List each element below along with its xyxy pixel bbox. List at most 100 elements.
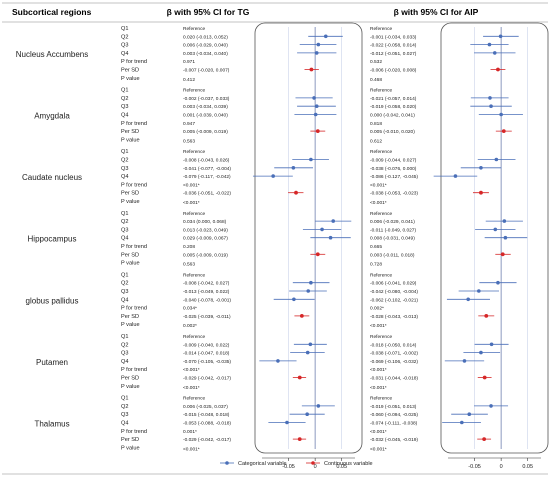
point-tg-1-q4 (313, 112, 318, 117)
value-text-tg-1-4: 0.947 (183, 121, 195, 127)
point-tg-2-sd (294, 190, 298, 195)
value-text-aip-6-5: -0.032 (-0.045, -0.019) (370, 437, 418, 443)
point-tg-1-q3 (314, 104, 319, 108)
value-text-aip-0-0: Reference (370, 26, 392, 32)
value-text-aip-2-5: -0.038 (-0.053, -0.023) (370, 191, 418, 197)
point-tg-6-q2 (316, 404, 321, 408)
point-tg-0-q3 (316, 42, 321, 47)
point-aip-0-q3 (487, 42, 492, 47)
row-label-2-6: P value (121, 199, 140, 205)
value-text-tg-4-0: Reference (183, 272, 205, 278)
value-text-aip-4-2: -0.042 (-0.080, -0.004) (370, 289, 418, 295)
row-label-6-0: Q1 (121, 396, 128, 402)
value-text-tg-4-2: -0.013 (-0.049, 0.022) (183, 289, 230, 295)
row-label-5-6: P value (121, 384, 140, 390)
value-text-tg-5-4: <0.001* (183, 367, 200, 373)
row-label-3-4: P for trend (121, 244, 147, 250)
value-text-tg-0-4: 0.971 (183, 59, 195, 65)
row-label-0-3: Q4 (121, 51, 128, 57)
row-label-1-3: Q4 (121, 113, 128, 119)
value-text-tg-6-3: -0.053 (-0.088, -0.018) (183, 421, 231, 427)
value-text-tg-3-3: 0.029 (-0.009, 0.067) (183, 236, 228, 242)
value-text-tg-4-6: 0.002* (183, 323, 197, 329)
value-text-tg-2-4: <0.001* (183, 182, 200, 188)
point-tg-3-sd (315, 252, 320, 257)
header-subcortical-regions: Subcortical regions (12, 7, 92, 17)
value-text-aip-3-4: 0.665 (370, 244, 382, 250)
point-aip-5-sd (482, 375, 487, 380)
value-text-tg-6-0: Reference (183, 396, 205, 402)
point-tg-6-q3 (305, 412, 309, 417)
point-aip-0-sd (496, 67, 500, 72)
value-text-tg-6-2: -0.015 (-0.048, 0.018) (183, 412, 230, 418)
row-label-0-6: P value (121, 76, 140, 82)
value-text-aip-4-3: -0.062 (-0.102, -0.021) (370, 297, 418, 303)
row-label-6-3: Q4 (121, 421, 128, 427)
value-text-tg-2-5: -0.036 (-0.051, -0.022) (183, 191, 231, 197)
row-label-4-0: Q1 (121, 272, 128, 278)
point-aip-3-q2 (502, 219, 507, 223)
row-label-2-0: Q1 (121, 149, 128, 155)
point-tg-4-q2 (309, 280, 313, 285)
value-text-aip-1-4: 0.818 (370, 121, 382, 127)
value-text-aip-5-5: -0.031 (-0.044, -0.018) (370, 376, 418, 382)
point-tg-5-sd (297, 375, 302, 380)
panel-frame-aip (440, 22, 549, 454)
point-aip-2-q4 (453, 174, 458, 178)
row-label-1-4: P for trend (121, 121, 147, 127)
region-label-6: Thalamus (34, 420, 69, 429)
value-text-tg-1-3: 0.001 (-0.039, 0.040) (183, 113, 228, 119)
value-text-tg-1-5: 0.005 (-0.009, 0.019) (183, 129, 228, 135)
panel-title-tg: β with 95% CI for TG (167, 7, 250, 17)
point-tg-5-q3 (305, 350, 310, 355)
value-text-tg-6-4: 0.001* (183, 429, 197, 435)
point-tg-0-q4 (314, 51, 319, 55)
value-text-tg-3-6: 0.563 (183, 262, 195, 268)
value-text-tg-1-2: 0.003 (-0.034, 0.039) (183, 104, 228, 110)
value-text-aip-6-4: <0.001* (370, 429, 387, 435)
row-label-0-2: Q3 (121, 43, 128, 49)
row-label-4-3: Q4 (121, 297, 128, 303)
point-tg-2-q2 (309, 157, 313, 162)
row-label-3-5: Per SD (121, 252, 139, 258)
row-label-3-6: P value (121, 261, 140, 267)
point-aip-0-q2 (498, 34, 503, 39)
point-aip-5-q3 (479, 350, 483, 355)
row-label-3-1: Q2 (121, 219, 128, 225)
value-text-tg-1-6: 0.563 (183, 138, 195, 144)
value-text-aip-4-6: <0.001* (370, 323, 387, 329)
value-text-aip-3-5: 0.003 (-0.011, 0.018) (370, 252, 415, 258)
region-label-0: Nucleus Accumbens (16, 50, 88, 59)
value-text-tg-0-0: Reference (183, 26, 205, 32)
row-label-6-4: P for trend (121, 429, 147, 435)
point-tg-1-sd (315, 129, 320, 134)
value-text-aip-1-5: 0.005 (-0.010, 0.020) (370, 129, 415, 135)
row-label-2-4: P for trend (121, 182, 147, 188)
row-label-1-1: Q2 (121, 96, 128, 102)
row-label-5-2: Q3 (121, 351, 128, 357)
x-tick-label-tg-0: -0.05 (282, 464, 295, 470)
value-text-tg-4-5: -0.025 (-0.039, -0.011) (183, 314, 231, 320)
value-text-aip-0-3: -0.012 (-0.051, 0.027) (370, 51, 417, 57)
value-text-aip-2-0: Reference (370, 149, 392, 155)
value-text-tg-0-3: 0.003 (-0.034, 0.040) (183, 51, 228, 57)
point-tg-0-sd (309, 67, 314, 72)
value-text-tg-0-5: -0.007 (-0.020, 0.007) (183, 68, 230, 74)
value-text-aip-1-3: 0.000 (-0.042, 0.041) (370, 113, 415, 119)
value-text-tg-3-5: 0.005 (-0.009, 0.019) (183, 252, 228, 258)
panel-title-aip: β with 95% CI for AIP (394, 7, 479, 17)
value-text-aip-5-4: <0.001* (370, 367, 387, 373)
value-text-aip-3-0: Reference (370, 211, 392, 217)
value-text-aip-3-2: -0.011 (-0.049, 0.027) (370, 227, 416, 233)
point-aip-6-sd (482, 437, 487, 441)
point-aip-2-q2 (494, 157, 499, 162)
row-label-2-5: Per SD (121, 191, 139, 197)
value-text-aip-5-2: -0.038 (-0.071, -0.002) (370, 351, 418, 357)
value-text-tg-2-0: Reference (183, 149, 205, 155)
point-tg-1-q2 (312, 96, 316, 100)
row-label-1-0: Q1 (121, 88, 128, 94)
point-aip-3-q3 (493, 227, 498, 232)
point-aip-3-q4 (503, 235, 508, 240)
value-text-tg-0-2: 0.006 (-0.029, 0.040) (183, 43, 228, 49)
